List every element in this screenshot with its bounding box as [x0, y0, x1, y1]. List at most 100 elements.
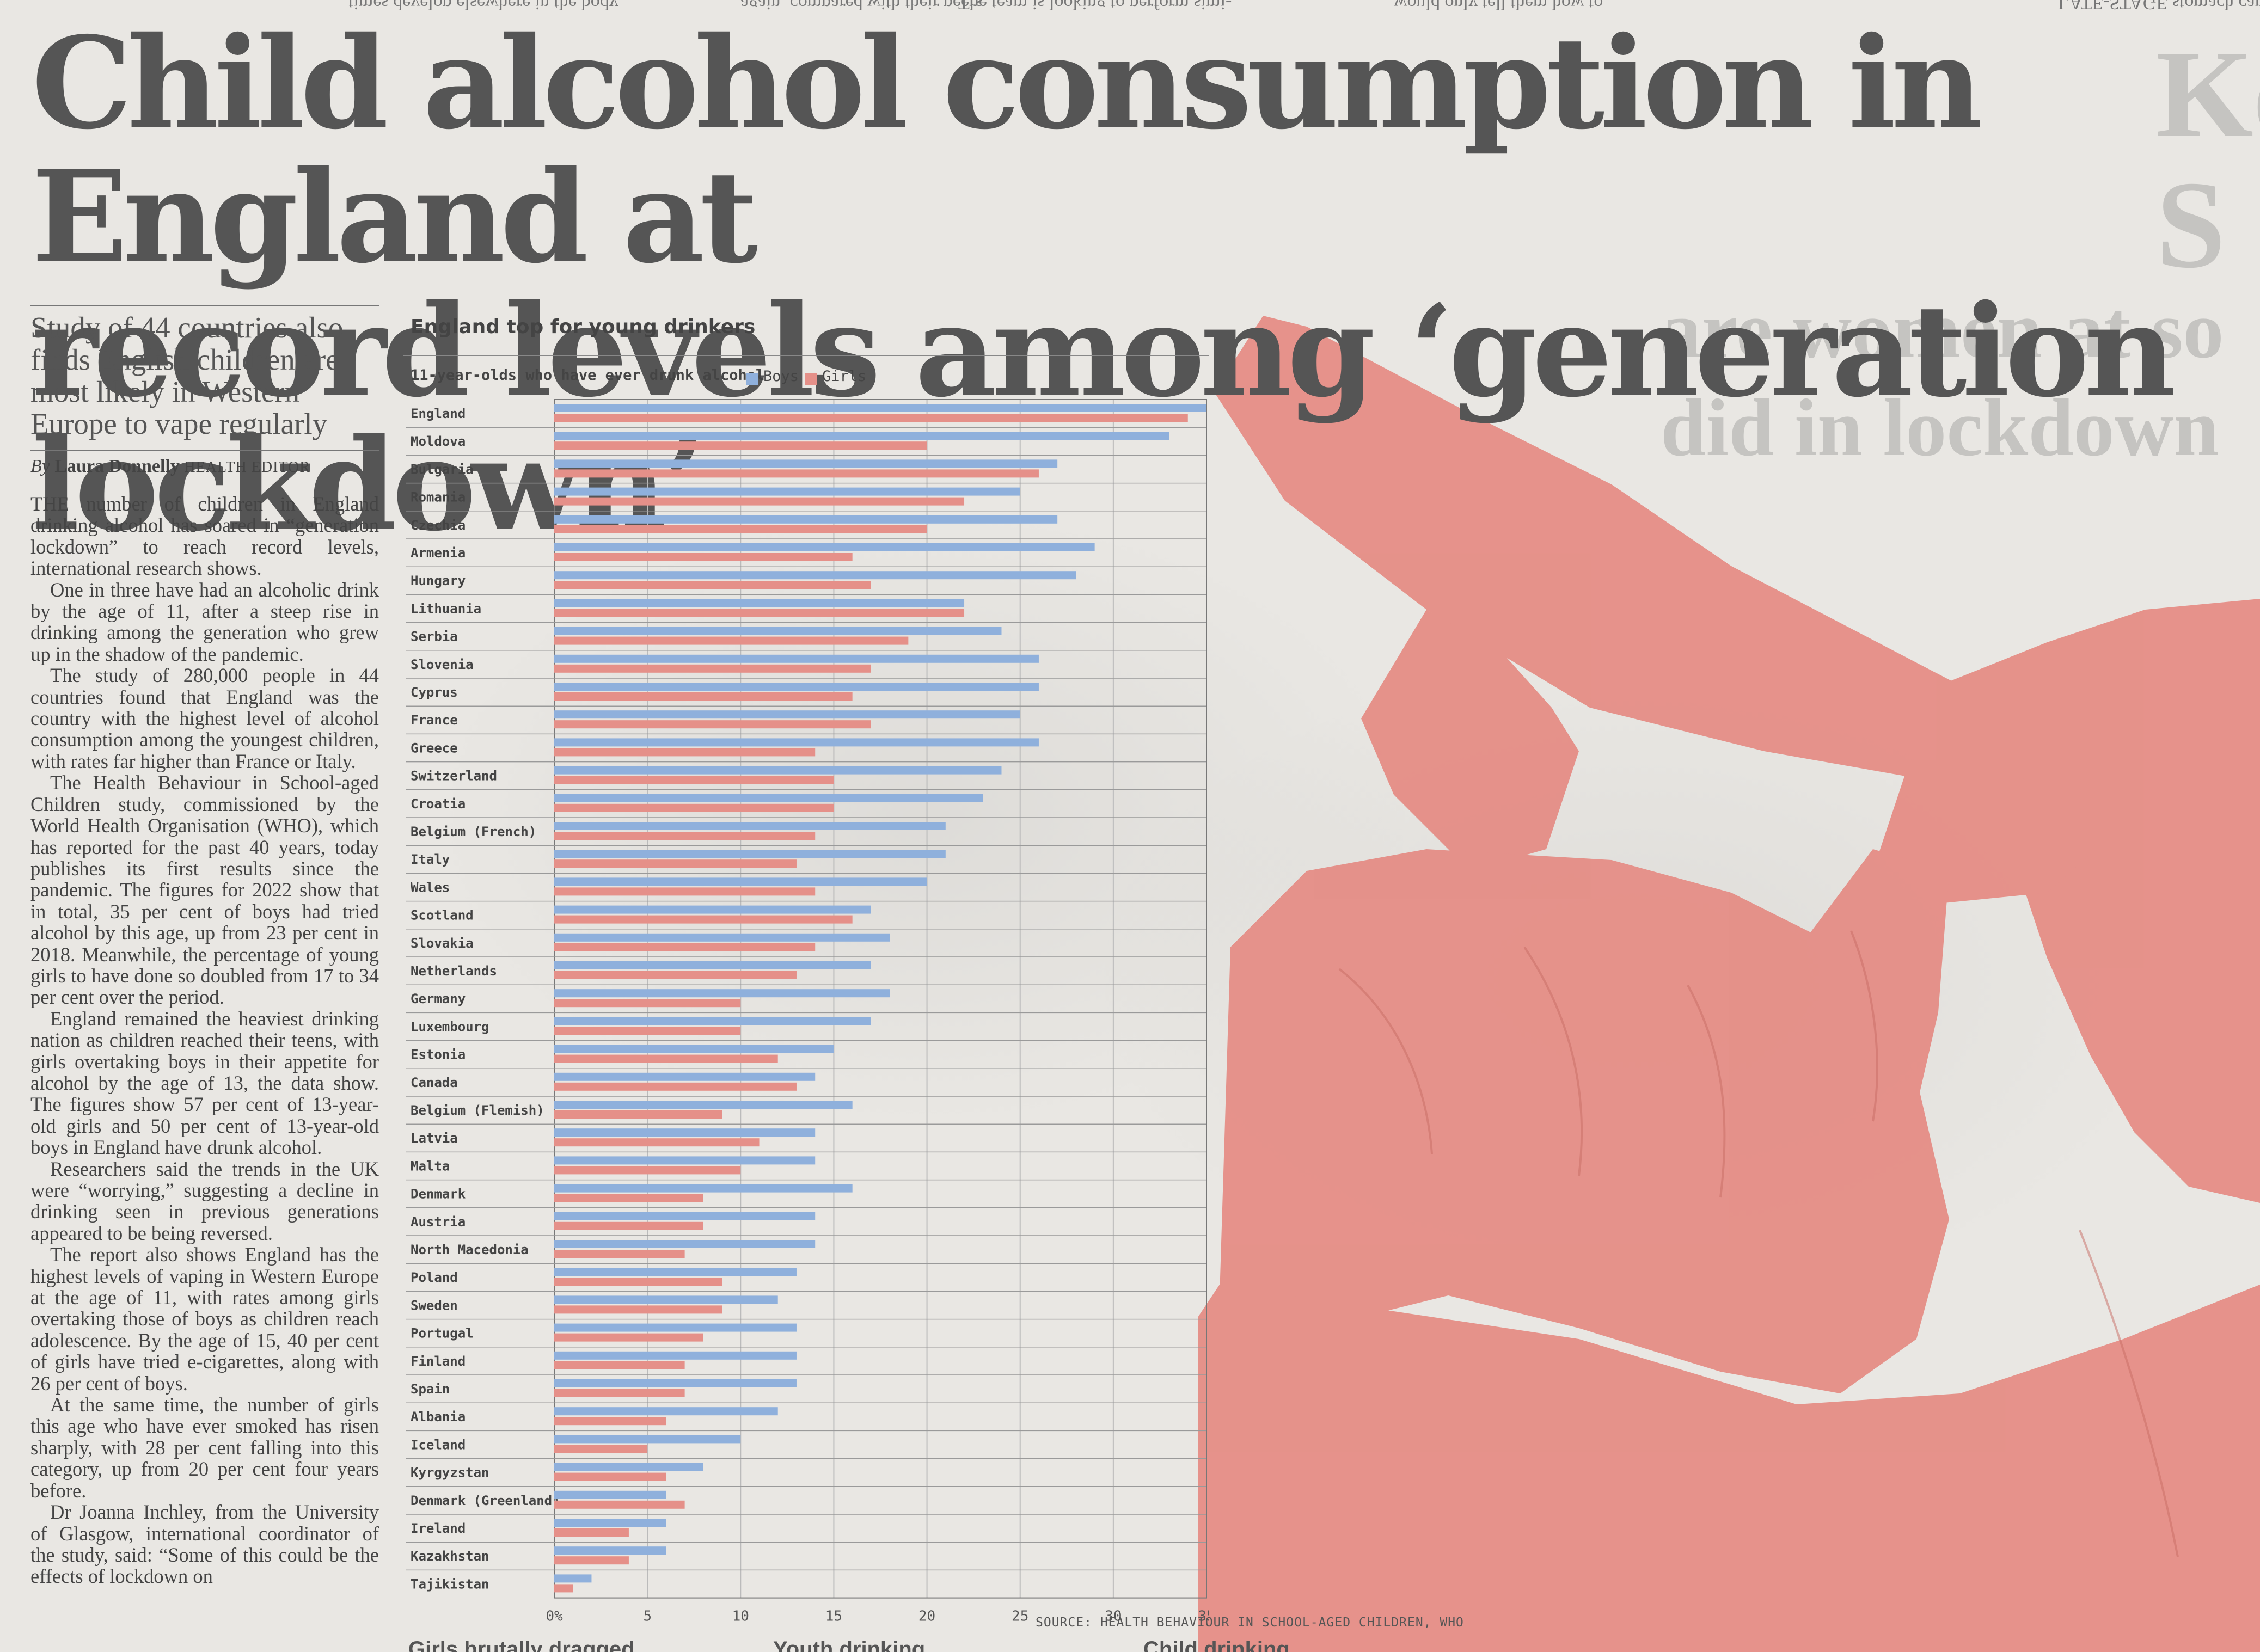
paragraph: The Health Behaviour in School-aged Chil… [30, 771, 379, 1009]
category-label: Malta [411, 1158, 450, 1174]
category-label: Sweden [411, 1298, 458, 1313]
category-label: Belgium (French) [411, 824, 536, 839]
bar-boys [554, 1546, 666, 1555]
byline: By Laura Donnelly HEALTH EDITOR [30, 456, 379, 477]
paragraph: One in three have had an alcoholic drink… [30, 578, 379, 665]
category-label: Scotland [411, 908, 474, 923]
bar-girls [554, 971, 797, 979]
bar-boys [554, 1463, 703, 1471]
category-label: Switzerland [411, 769, 497, 784]
category-label: Finland [411, 1354, 466, 1369]
x-tick-label: 5 [643, 1608, 652, 1625]
bar-girls [554, 1389, 685, 1397]
x-tick-label: 25 [1012, 1608, 1028, 1625]
bar-boys [554, 1490, 666, 1499]
bar-girls [554, 664, 871, 673]
category-label: Slovakia [411, 936, 474, 951]
bar-boys [554, 738, 1039, 747]
bar-boys [554, 822, 946, 830]
bar-girls [554, 1027, 741, 1035]
bar-girls [554, 999, 741, 1008]
bleed-through-text: are women at so [1661, 285, 2224, 375]
category-label: Latvia [411, 1131, 458, 1146]
bar-girls [554, 1138, 760, 1147]
category-label: Luxembourg [411, 1019, 489, 1034]
chart-subtitle: 11-year-olds who have ever drunk alcohol [411, 367, 765, 384]
bar-girls [554, 609, 965, 617]
bar-girls [554, 1250, 685, 1258]
bar-boys [554, 1323, 797, 1332]
article-body: THE number of children in England drinki… [30, 493, 379, 1587]
bar-boys [554, 1240, 816, 1248]
bar-boys [554, 683, 1039, 691]
bar-boys [554, 404, 1206, 412]
category-label: Kazakhstan [411, 1549, 489, 1564]
bar-boys [554, 1574, 592, 1583]
bar-girls [554, 469, 1039, 478]
strip-text: Child drinking [1143, 1637, 1290, 1652]
byline-prefix: By [30, 456, 50, 476]
category-label: Serbia [411, 629, 458, 644]
bar-boys [554, 1268, 797, 1276]
bleed-through-text: did in lockdown [1661, 383, 2219, 473]
bar-girls [554, 859, 797, 868]
headline-line: Child alcohol consumption in England at [32, 9, 1983, 291]
bleed-through-text: Ke [2156, 24, 2260, 163]
bar-boys [554, 627, 1002, 635]
bar-boys [554, 850, 946, 858]
bar-girls [554, 553, 853, 561]
bar-girls [554, 1528, 629, 1537]
bar-boys [554, 961, 871, 969]
category-label: Cyprus [411, 685, 458, 700]
x-tick-label: 10 [732, 1608, 749, 1625]
bar-boys [554, 654, 1039, 663]
bar-boys [554, 1407, 778, 1416]
paragraph: At the same time, the number of girls th… [30, 1393, 379, 1502]
bar-girls [554, 720, 871, 729]
category-label: Canada [411, 1075, 458, 1090]
standfirst: Study of 44 countries also finds English… [30, 311, 344, 440]
bar-girls [554, 1082, 797, 1091]
category-label: Wales [411, 880, 450, 895]
bar-boys [554, 766, 1002, 775]
bar-boys [554, 432, 1169, 440]
paragraph: The study of 280,000 people in 44 countr… [30, 664, 379, 772]
bar-boys [554, 515, 1058, 524]
bar-boys [554, 543, 1095, 551]
bar-girls [554, 1305, 722, 1314]
category-label: Lithuania [411, 601, 481, 616]
bar-girls [554, 1556, 629, 1565]
divider [30, 305, 379, 306]
category-label: Kyrgyzstan [411, 1465, 489, 1481]
bar-boys [554, 710, 1020, 719]
category-label: Armenia [411, 545, 466, 561]
author-role: HEALTH EDITOR [184, 459, 310, 476]
headline: Child alcohol consumption in England at … [32, 16, 2182, 552]
paragraph: Researchers said the trends in the UK we… [30, 1157, 379, 1244]
strip-text: Youth drinking [773, 1637, 926, 1652]
category-label: Czechia [411, 518, 466, 533]
headline-line: record levels among ‘generation lockdown… [32, 277, 2176, 559]
bar-boys [554, 933, 890, 942]
bar-boys [554, 1519, 666, 1527]
category-label: Denmark (Greenland) [411, 1493, 560, 1508]
bar-girls [554, 887, 816, 896]
bar-girls [554, 636, 909, 645]
bar-girls [554, 1221, 703, 1230]
bar-girls [554, 832, 816, 840]
bar-boys [554, 1101, 853, 1109]
category-label: Spain [411, 1381, 450, 1397]
paragraph: THE number of children in England drinki… [30, 493, 379, 580]
category-label: Estonia [411, 1047, 466, 1063]
bar-girls [554, 1584, 573, 1593]
category-label: Italy [411, 852, 450, 867]
category-label: Croatia [411, 796, 466, 812]
bar-girls [554, 915, 853, 924]
category-label: Austria [411, 1214, 466, 1230]
legend-swatch-girls [805, 373, 817, 385]
bar-boys [554, 1184, 853, 1193]
next-article-strip: Girls brutally dragged... Youth drinking… [403, 1634, 1818, 1652]
x-tick-label: 0% [546, 1608, 563, 1625]
legend-label-boys: Boys [763, 368, 799, 385]
category-label: Ireland [411, 1521, 466, 1536]
